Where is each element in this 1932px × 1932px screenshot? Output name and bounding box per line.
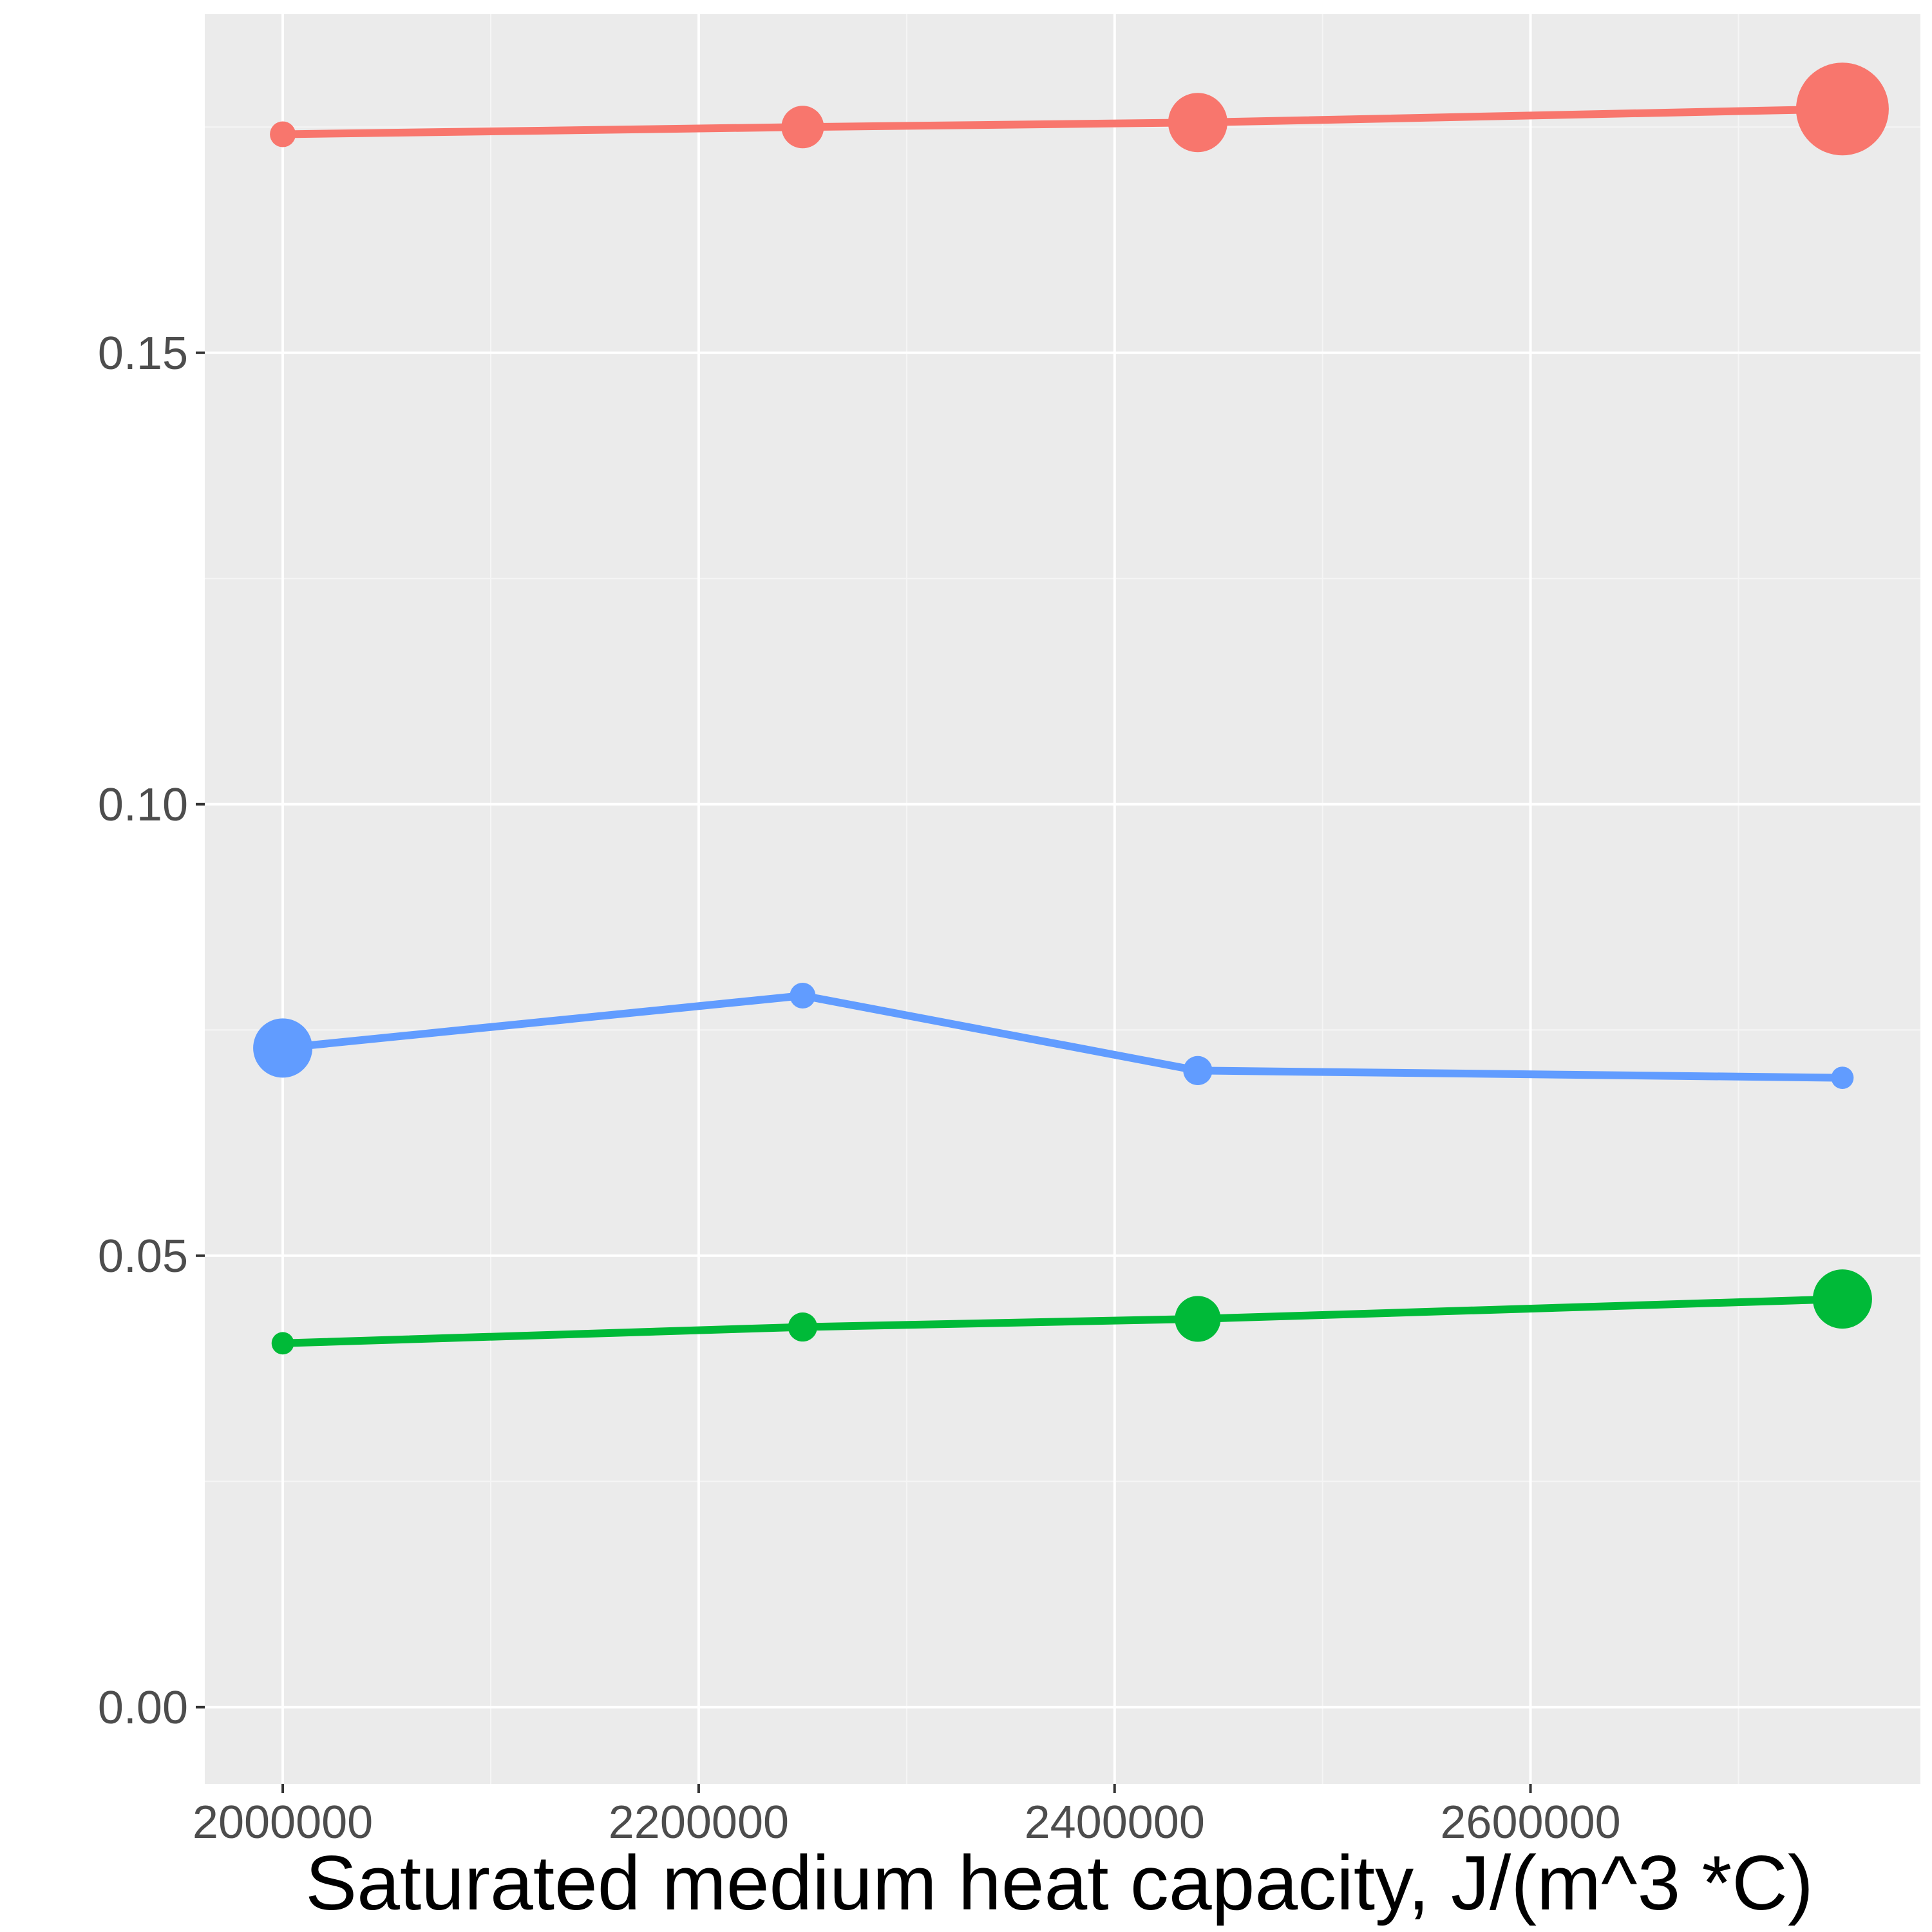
- y-tick-label: 0.15: [98, 328, 188, 379]
- y-tick-label: 0.10: [98, 779, 188, 831]
- series-3-point: [788, 1312, 817, 1342]
- tick-labels: 2000000 2200000 2400000 2600000 0.00 0.05 0.10…: [98, 328, 1621, 1848]
- axis-ticks: [196, 351, 1532, 1793]
- series-1-line: [279, 105, 1846, 138]
- series-3-point: [1812, 1269, 1872, 1329]
- series-3-line: [279, 1295, 1846, 1347]
- series-2-line: [279, 992, 1846, 1082]
- series-1-point: [781, 106, 824, 149]
- x-tick-label: 2200000: [609, 1797, 789, 1848]
- y-tick-label: 0.00: [98, 1682, 188, 1734]
- x-tick-label: 2600000: [1440, 1797, 1620, 1848]
- series-1-point: [1795, 62, 1889, 156]
- series-2-point: [253, 1018, 313, 1078]
- series-2-point: [1831, 1066, 1854, 1090]
- series-1-point: [270, 121, 296, 147]
- x-axis-title: Saturated medium heat capacity, J/(m^3 *…: [305, 1840, 1814, 1926]
- y-tick-label: 0.05: [98, 1231, 188, 1282]
- major-gridlines: [205, 14, 1920, 1784]
- series-2: [253, 983, 1854, 1090]
- series-3-point: [271, 1332, 294, 1355]
- series-3-point: [1175, 1296, 1221, 1342]
- x-tick-label: 2000000: [193, 1797, 373, 1848]
- plot-panel: [205, 14, 1920, 1784]
- series-3: [271, 1269, 1872, 1355]
- series-2-point: [1183, 1056, 1213, 1085]
- x-tick-label: 2400000: [1025, 1797, 1205, 1848]
- series-layer: [253, 62, 1889, 1355]
- minor-gridlines: [205, 14, 1920, 1784]
- series-2-point: [790, 983, 816, 1009]
- series-1-point: [1168, 93, 1227, 153]
- series-1: [270, 62, 1889, 156]
